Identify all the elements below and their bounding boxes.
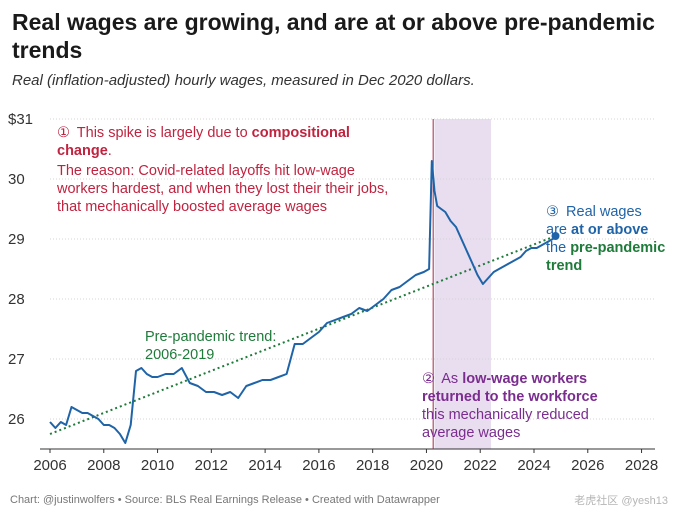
annotation-1-text: This spike is largely due to bbox=[77, 125, 252, 141]
latest-value-dot bbox=[551, 232, 560, 240]
trend-label: Pre-pandemic trend: 2006-2019 bbox=[145, 329, 276, 363]
trend-label-line2: 2006-2019 bbox=[145, 347, 214, 363]
annotation-2-text: As bbox=[441, 371, 462, 387]
x-axis-ticks: 2006 2008 2010 2012 2014 2016 2018 2020 2022 2024… bbox=[33, 448, 658, 474]
svg-text:③ Real wages: ③ Real wages bbox=[546, 204, 642, 220]
chart-subtitle: Real (inflation-adjusted) hourly wages, … bbox=[12, 72, 475, 89]
annotation-real-wages-above-trend: ③ Real wages are at or above the pre-pan… bbox=[546, 204, 665, 274]
annotation-2-line2: returned to the workforce bbox=[422, 389, 598, 405]
x-tick-label: 2024 bbox=[517, 457, 550, 474]
trend-label-line1: Pre-pandemic trend: bbox=[145, 329, 276, 345]
annotation-3-line1: Real wages bbox=[566, 204, 642, 220]
annotation-number-1: ① bbox=[57, 125, 70, 141]
chart-title: Real wages are growing, and are at or ab… bbox=[12, 9, 655, 63]
annotation-3-the: the bbox=[546, 240, 570, 256]
annotation-1-reason-line2: workers hardest, and when they lost thei… bbox=[56, 181, 388, 197]
covid-shaded-region bbox=[434, 119, 491, 449]
annotation-1-bold-change: change bbox=[57, 143, 108, 159]
annotation-2-bold: low-wage workers bbox=[462, 371, 587, 387]
annotation-1-bold: compositional bbox=[252, 125, 350, 141]
annotation-2-line3: this mechanically reduced bbox=[422, 407, 589, 423]
x-tick-label: 2016 bbox=[302, 457, 335, 474]
annotation-number-3: ③ bbox=[546, 204, 559, 220]
x-tick-label: 2008 bbox=[87, 457, 120, 474]
x-tick-label: 2018 bbox=[356, 457, 389, 474]
annotation-compositional-change: ① This spike is largely due to compositi… bbox=[56, 125, 388, 215]
x-tick-label: 2006 bbox=[33, 457, 66, 474]
y-tick-label: $31 bbox=[8, 111, 33, 128]
annotation-3-trend-bold: pre-pandemic bbox=[570, 240, 665, 256]
annotation-3-bold: at or above bbox=[571, 222, 648, 238]
x-tick-label: 2026 bbox=[571, 457, 604, 474]
y-tick-label: 28 bbox=[8, 291, 25, 308]
annotation-number-2: ② bbox=[422, 371, 435, 387]
annotation-1-reason-line3: that mechanically boosted average wages bbox=[57, 199, 327, 215]
pre-pandemic-trend-line bbox=[49, 235, 556, 435]
y-tick-label: 30 bbox=[8, 171, 25, 188]
y-tick-label: 29 bbox=[8, 231, 25, 248]
x-tick-label: 2012 bbox=[195, 457, 228, 474]
y-tick-label: 27 bbox=[8, 351, 25, 368]
x-tick-label: 2010 bbox=[141, 457, 174, 474]
annotation-1-reason-line1: The reason: Covid-related layoffs hit lo… bbox=[57, 163, 355, 179]
x-tick-label: 2022 bbox=[464, 457, 497, 474]
annotation-1-period: . bbox=[108, 143, 112, 159]
svg-text:② As low-wage workers: ② As low-wage workers bbox=[422, 371, 587, 387]
annotation-2-line4: average wages bbox=[422, 425, 520, 441]
y-axis-ticks: 26 27 28 29 30 $31 bbox=[8, 111, 33, 428]
svg-text:are at or above: are at or above bbox=[546, 222, 648, 238]
svg-text:change.: change. bbox=[57, 143, 112, 159]
annotation-3-trend-word: trend bbox=[546, 258, 582, 274]
x-tick-label: 2014 bbox=[248, 457, 281, 474]
svg-text:① This spike is largely: ① This spike is largely due to compositi… bbox=[57, 125, 350, 141]
x-tick-label: 2028 bbox=[625, 457, 658, 474]
x-tick-label: 2020 bbox=[410, 457, 443, 474]
watermark: 老虎社区 @yesh13 bbox=[574, 495, 668, 507]
annotation-3-are: are bbox=[546, 222, 571, 238]
real-wage-line bbox=[49, 160, 557, 444]
svg-text:the pre-pandemic: the pre-pandemic bbox=[546, 240, 665, 256]
y-tick-label: 26 bbox=[8, 411, 25, 428]
chart-footer: Chart: @justinwolfers • Source: BLS Real… bbox=[10, 494, 440, 506]
annotation-low-wage-return: ② As low-wage workers returned to the wo… bbox=[422, 371, 598, 441]
